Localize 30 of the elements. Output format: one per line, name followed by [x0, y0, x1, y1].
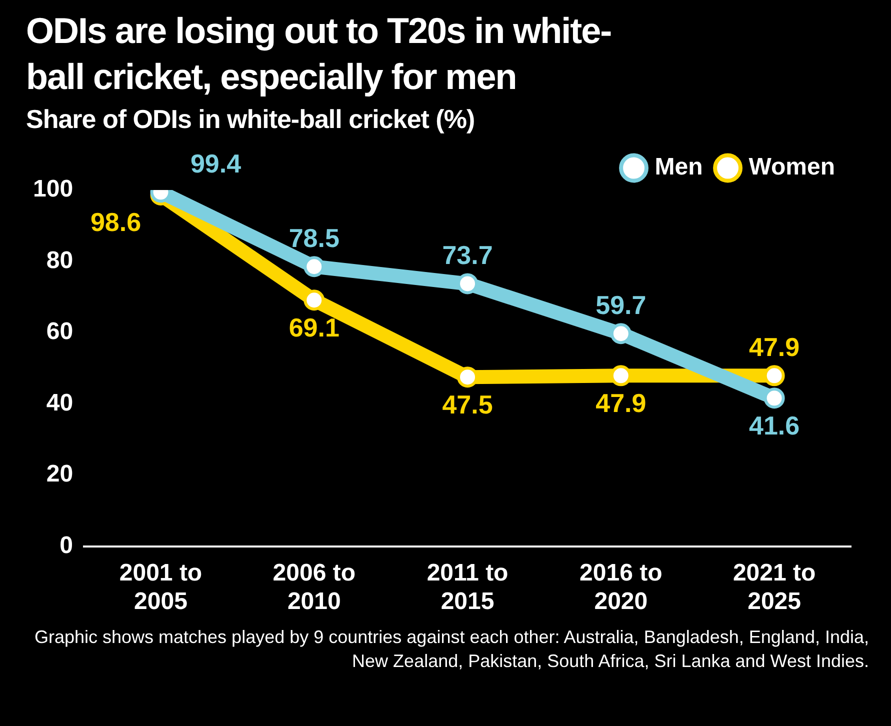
data-label: 69.1	[288, 312, 340, 342]
data-label: 99.4	[190, 148, 242, 178]
x-tick-label: 2021 to 2025	[732, 559, 816, 616]
data-label: 59.7	[596, 290, 646, 320]
point	[304, 290, 325, 311]
data-label: 41.6	[749, 410, 800, 440]
x-tick-label: 2016 to 2020	[580, 559, 662, 616]
x-tick-label: 2011 to 2015	[426, 559, 508, 616]
y-tick-label: 100	[32, 176, 74, 203]
y-tick-label: 40	[46, 389, 74, 416]
chart-subtitle: Share of ODIs in white-ball cricket (%)	[26, 104, 475, 135]
point	[457, 273, 478, 294]
data-label: 73.7	[442, 240, 493, 270]
data-label: 98.6	[90, 207, 142, 238]
data-label: 47.9	[596, 388, 646, 418]
text: Graphic shows matches played by 9 countries against each other: Australia, Bangladesh, England, India, New Zealand, Pakistan, South Africa, Sri Lanka and West Indies.	[33, 626, 869, 673]
data-label: 78.5	[288, 222, 340, 253]
y-tick-label: 60	[46, 318, 74, 346]
data-label: 47.9	[749, 332, 800, 362]
y-tick-label: 80	[46, 246, 74, 274]
x-tick-label: 2006 to 2010	[272, 559, 356, 616]
legend-label: Women	[748, 154, 836, 181]
y-tick-label: 0	[60, 532, 74, 560]
legend-label: Men	[654, 154, 703, 181]
y-tick-label: 20	[46, 460, 74, 488]
point	[764, 388, 785, 409]
data-label: 47.5	[442, 389, 493, 420]
chart-title: ODIs are losing out to T20s in white-ball cricket, especially for men	[26, 9, 612, 99]
x-tick-label: 2001 to 2005	[119, 559, 202, 616]
point	[610, 323, 632, 344]
